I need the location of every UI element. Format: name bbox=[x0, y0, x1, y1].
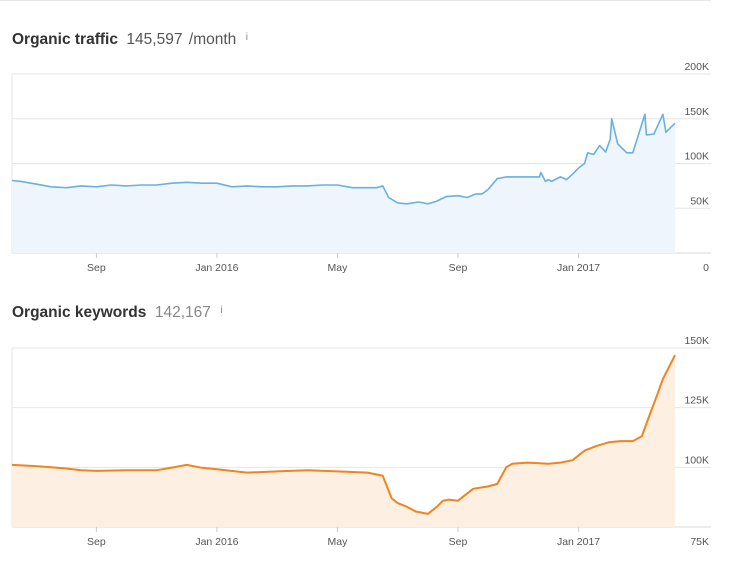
keywords-header: Organic keywords 142,167 i bbox=[12, 304, 223, 322]
traffic-value: 145,597 bbox=[126, 31, 183, 48]
traffic-x-tick-label: Jan 2016 bbox=[195, 262, 238, 274]
keywords-series-line bbox=[11, 354, 676, 515]
traffic-y-tick-label: 150K bbox=[684, 106, 709, 118]
traffic-y-tick-label: 100K bbox=[684, 151, 709, 163]
traffic-area bbox=[12, 114, 675, 253]
traffic-y-tick-label: 50K bbox=[690, 195, 709, 207]
traffic-y-tick-label: 0 bbox=[703, 262, 709, 274]
traffic-x-tick-label: Sep bbox=[87, 262, 106, 274]
traffic-series-line bbox=[11, 113, 676, 205]
keywords-value: 142,167 bbox=[154, 304, 211, 321]
traffic-header: Organic traffic 145,597 /month i bbox=[12, 31, 248, 49]
keywords-x-tick-label: Sep bbox=[449, 536, 468, 548]
keywords-title: Organic keywords bbox=[12, 304, 147, 321]
keywords-x-tick-label: Sep bbox=[87, 536, 106, 548]
keywords-x-tick-label: May bbox=[328, 536, 349, 548]
top-divider bbox=[0, 0, 711, 1]
traffic-unit: /month bbox=[188, 31, 237, 48]
keywords-info-icon[interactable]: i bbox=[220, 305, 223, 316]
traffic-x-tick-label: Sep bbox=[449, 262, 468, 274]
keywords-chart: Sep Jan 2016 May Sep Jan 2017 75K 100K 125K 150K bbox=[11, 335, 711, 548]
traffic-x-tick-label: Jan 2017 bbox=[557, 262, 600, 274]
keywords-y-tick-label: 100K bbox=[684, 454, 709, 466]
traffic-info-icon[interactable]: i bbox=[245, 32, 248, 43]
keywords-y-tick-label: 125K bbox=[684, 395, 709, 407]
keywords-x-tick-label: Jan 2017 bbox=[557, 536, 600, 548]
traffic-x-tick-label: May bbox=[328, 262, 349, 274]
traffic-title: Organic traffic bbox=[12, 31, 118, 48]
keywords-area bbox=[12, 355, 675, 527]
keywords-x-tick-label: Jan 2016 bbox=[195, 536, 238, 548]
keywords-y-tick-label: 75K bbox=[690, 536, 709, 548]
keywords-y-tick-label: 150K bbox=[684, 335, 709, 347]
traffic-chart: Sep Jan 2016 May Sep Jan 2017 0 50K 100K 150K 200… bbox=[11, 61, 711, 274]
traffic-y-tick-label: 200K bbox=[684, 61, 709, 73]
